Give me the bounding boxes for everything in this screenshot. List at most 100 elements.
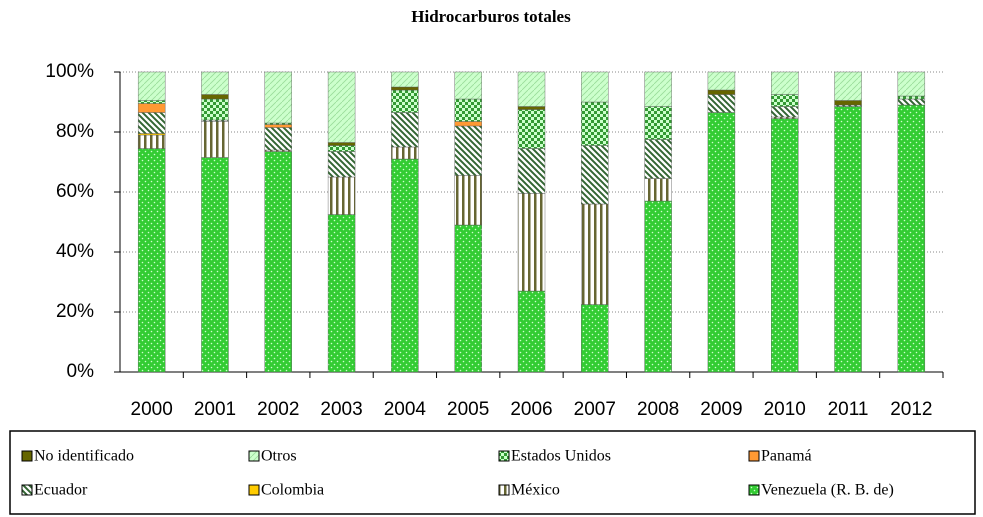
bar-segment: [644, 106, 672, 140]
bar-segment: [581, 304, 609, 373]
bar-segment: [771, 118, 799, 373]
bar-segment: [137, 133, 166, 136]
y-tick-label: 100%: [45, 61, 94, 82]
bar-segment: [581, 71, 609, 103]
x-tick-label: 2009: [700, 399, 742, 420]
legend-swatch: [498, 484, 510, 496]
x-tick-label: 2011: [828, 399, 869, 420]
bar-segment: [517, 193, 546, 292]
bar-segment: [454, 71, 482, 100]
bar-segment: [517, 290, 546, 373]
bar-segment: [327, 145, 356, 152]
legend-label: Otros: [261, 448, 297, 465]
bar-segment: [454, 224, 482, 373]
bar-segment: [644, 200, 672, 373]
legend-swatch: [21, 484, 33, 496]
bar-segment: [264, 71, 292, 124]
bar-segment: [644, 71, 672, 107]
bar-segment: [517, 71, 546, 107]
legend-label: No identificado: [34, 448, 134, 465]
bar-segment: [327, 71, 356, 143]
bar-segment: [391, 86, 419, 91]
bar-segment: [644, 178, 672, 202]
x-tick-label: 2010: [764, 399, 806, 420]
bar-segment: [137, 100, 166, 104]
bar-segment: [707, 112, 736, 373]
bar-segment: [644, 139, 672, 179]
legend-label: Ecuador: [34, 482, 88, 499]
legend-label: Panamá: [761, 448, 812, 465]
x-tick-label: 2007: [574, 399, 616, 420]
bar-segment: [327, 142, 356, 146]
bar-segment: [834, 104, 862, 107]
x-tick-label: 2012: [890, 399, 932, 420]
bar-segment: [264, 149, 292, 152]
bar-segment: [137, 112, 166, 134]
legend-label: Estados Unidos: [511, 448, 611, 465]
bar-segment: [264, 124, 292, 128]
y-tick-label: 80%: [56, 121, 94, 142]
bar-segment: [581, 145, 609, 205]
bar-segment: [771, 106, 799, 118]
y-tick-label: 0%: [67, 361, 95, 382]
bar-segment: [327, 151, 356, 178]
bar-segment: [454, 121, 482, 127]
legend-swatch: [498, 450, 510, 462]
bar-segment: [834, 100, 862, 106]
bar-segment: [834, 106, 862, 373]
bar-segment: [137, 71, 166, 101]
bar-segment: [391, 158, 419, 373]
y-tick-label: 40%: [56, 241, 94, 262]
bar-segment: [201, 98, 229, 121]
legend-label: Venezuela (R. B. de): [761, 482, 894, 499]
bar-segment: [771, 116, 799, 119]
bar-segment: [707, 89, 736, 95]
bar-segment: [897, 98, 926, 106]
bar-segment: [581, 101, 609, 146]
bar-segment: [771, 94, 799, 107]
bar-segment: [771, 71, 799, 95]
bar-segment: [707, 71, 736, 91]
legend-swatch: [248, 450, 260, 462]
bar-segment: [391, 112, 419, 148]
legend-swatch: [748, 484, 760, 496]
bar-segment: [264, 122, 292, 125]
x-tick-label: 2003: [320, 399, 362, 420]
bar-segment: [327, 214, 356, 373]
x-tick-label: 2004: [384, 399, 427, 420]
chart-title: Hidrocarburos totales: [411, 7, 571, 26]
bar-segment: [454, 125, 482, 176]
bar-segment: [264, 151, 292, 373]
bar-segment: [454, 175, 482, 226]
bar-segment: [454, 98, 482, 122]
bar-segment: [137, 103, 166, 113]
legend-label: Colombia: [261, 482, 324, 499]
x-tick-label: 2001: [194, 399, 236, 420]
bar-segment: [137, 134, 166, 149]
legend-swatch: [248, 484, 260, 496]
bar-segment: [517, 109, 546, 149]
bar-segment: [897, 104, 926, 373]
bar-segment: [897, 95, 926, 100]
legend-swatch: [748, 450, 760, 462]
bar-segment: [264, 127, 292, 151]
bar-segment: [201, 94, 229, 100]
bar-segment: [834, 71, 862, 101]
x-tick-label: 2008: [637, 399, 679, 420]
bar-segment: [581, 203, 609, 305]
bar-segment: [391, 89, 419, 113]
legend-swatch: [21, 450, 33, 462]
bar-segment: [137, 148, 166, 373]
y-tick-label: 60%: [56, 181, 94, 202]
y-tick-label: 20%: [56, 301, 94, 322]
bar-segment: [897, 71, 926, 97]
bar-segment: [201, 119, 229, 122]
x-tick-label: 2005: [447, 399, 489, 420]
bar-segment: [201, 71, 229, 95]
bar-segment: [517, 106, 546, 110]
bar-segment: [201, 121, 229, 158]
bar-segment: [707, 94, 736, 113]
x-tick-label: 2000: [131, 399, 173, 420]
bar-segment: [391, 71, 419, 88]
